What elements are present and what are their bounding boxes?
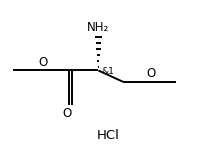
Text: O: O xyxy=(146,67,155,80)
Text: O: O xyxy=(38,56,48,69)
Text: &1: &1 xyxy=(102,67,114,76)
Text: NH₂: NH₂ xyxy=(87,21,110,34)
Text: O: O xyxy=(63,106,72,119)
Text: HCl: HCl xyxy=(97,129,119,142)
